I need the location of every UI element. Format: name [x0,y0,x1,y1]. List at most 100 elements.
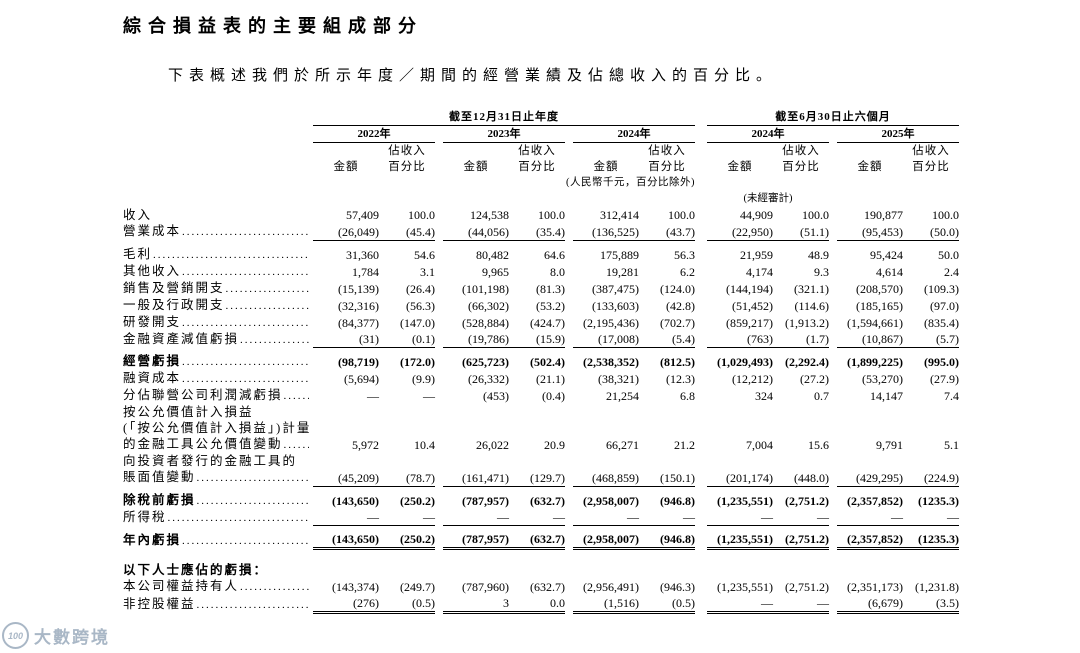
percent-cell: (835.4) [924,315,960,330]
spacer-cell [829,370,837,387]
amount-cell: (1,029,493) [717,355,773,369]
spacer-cell [829,223,837,240]
percent-cell: — [639,508,695,526]
amount-cell: (2,357,852) [837,531,903,550]
percent-cell: 50.0 [938,247,960,262]
spacer-row [123,549,959,563]
percent-cell: (53.2) [536,298,565,313]
amount-cell: 57,409 [346,208,379,222]
table-row: 本公司權益持有人 (143,374) (249.7) (787,960) (632.7)… [123,578,959,595]
percent-header: 佔收入 百分比 [912,145,950,173]
spacer-cell [829,595,837,613]
amount-cell: 26,022 [476,438,509,452]
percent-cell: — [773,595,829,614]
spacer-cell [565,404,573,453]
spacer-cell [829,191,837,207]
dot-leader [197,470,309,486]
spacer-cell [435,280,443,297]
year-header-row: 2022年 2023年 2024年 2024年 2025年 [123,125,960,143]
spacer-cell [829,492,837,509]
spacer-cell [565,509,573,526]
amount-cell: (84,377) [338,315,379,330]
empty-cell [837,191,959,207]
spacer-cell [695,404,707,453]
amount-cell: (2,195,436) [583,315,639,330]
intro-paragraph: 下表概述我們於所示年度／期間的經營業績及佔總收入的百分比。 [168,68,778,84]
percent-cell: (424.7) [530,315,565,330]
dot-leader [226,298,309,314]
spacer-cell [829,531,837,549]
amount-cell: (19,786) [443,330,509,348]
empty-cell [313,191,695,207]
table-row: 向投資者發行的金融工具的賬面值變動(45,209)(78.7)(161,471)… [123,453,960,487]
amount-cell: (31) [313,330,379,348]
percent-cell: (249.7) [400,580,435,594]
row-label: 除稅前虧損 [123,492,313,509]
amount-cell: (201,174) [707,453,773,487]
spacer-cell [695,331,707,348]
row-label: 非控股權益 [123,595,313,613]
spacer-cell [435,453,443,486]
percent-cell: 2.4 [944,264,960,279]
table-row: 融資成本 (5,694) (9.9) (26,332) (21.1) (38,321) (1… [123,370,959,387]
percent-cell: (632.7) [530,493,565,508]
percent-cell: 6.8 [680,389,695,403]
percent-cell: (1.7) [773,330,829,348]
percent-header: 佔收入 百分比 [782,145,820,173]
amount-cell: (6,679) [837,595,903,614]
empty-cell [123,191,313,207]
spacer-cell [435,404,443,453]
spacer-cell [829,126,837,143]
empty-cell [123,175,313,191]
amount-cell: — [443,508,509,526]
spacer-cell [695,109,707,126]
percent-cell: 48.9 [808,247,829,262]
spacer-cell [435,492,443,509]
percent-cell: (124.0) [660,281,695,296]
percent-cell: 20.9 [544,438,565,452]
spacer-cell [435,353,443,370]
document-page: 綜合損益表的主要組成部分 下表概述我們於所示年度／期間的經營業績及佔總收入的百分… [123,0,968,614]
spacer-cell [695,595,707,613]
amount-cell: (387,475) [592,281,639,296]
amount-cell: (1,899,225) [847,355,903,369]
year-header-2025-interim: 2025年 [837,125,960,143]
percent-cell: 6.2 [680,264,695,279]
amount-cell: (136,525) [573,223,639,241]
percent-cell: (250.2) [379,531,435,550]
percent-cell: (0.4) [542,389,565,403]
amount-cell: 190,877 [864,208,903,222]
amount-cell: (38,321) [598,372,639,386]
amount-cell: 80,482 [476,247,509,262]
spacer-cell [435,578,443,595]
percent-cell: (147.0) [400,315,435,330]
percent-cell: 54.6 [414,247,435,262]
amount-cell: (143,650) [332,493,379,508]
amount-cell: — [707,595,773,614]
spacer-cell [565,595,573,613]
currency-note: (人民幣千元，百分比除外) [566,177,695,188]
spacer-cell [695,387,707,404]
percent-cell: 3.1 [420,264,435,279]
amount-cell: 9,791 [876,438,903,452]
spacer-cell [695,353,707,370]
spacer-cell [565,246,573,263]
amount-cell: 31,360 [346,247,379,262]
percent-cell: — [773,508,829,526]
row-label: 以下人士應佔的虧損： [123,563,269,577]
percent-cell: (172.0) [400,355,435,369]
amount-cell: 19,281 [606,264,639,279]
spacer-cell [565,387,573,404]
amount-cell: (26,332) [468,372,509,386]
spacer-cell [435,531,443,549]
percent-cell: (0.5) [639,595,695,614]
spacer-cell [829,387,837,404]
spacer-cell [435,207,443,223]
spacer-cell [695,453,707,486]
percent-cell: (946.8) [660,493,695,508]
amount-cell: (2,958,007) [573,531,639,550]
percent-cell: 0.7 [814,389,829,403]
row-label: 金融資產減值虧損 [123,331,313,348]
percent-cell: (1,231.8) [915,580,960,594]
amount-cell: (2,538,352) [583,355,639,369]
